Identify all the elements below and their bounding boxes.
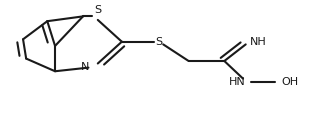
Text: NH: NH bbox=[250, 37, 267, 47]
Text: S: S bbox=[156, 37, 163, 47]
Text: HN: HN bbox=[228, 76, 245, 86]
Text: N: N bbox=[81, 62, 89, 72]
Text: OH: OH bbox=[281, 76, 298, 86]
Text: S: S bbox=[94, 5, 101, 15]
